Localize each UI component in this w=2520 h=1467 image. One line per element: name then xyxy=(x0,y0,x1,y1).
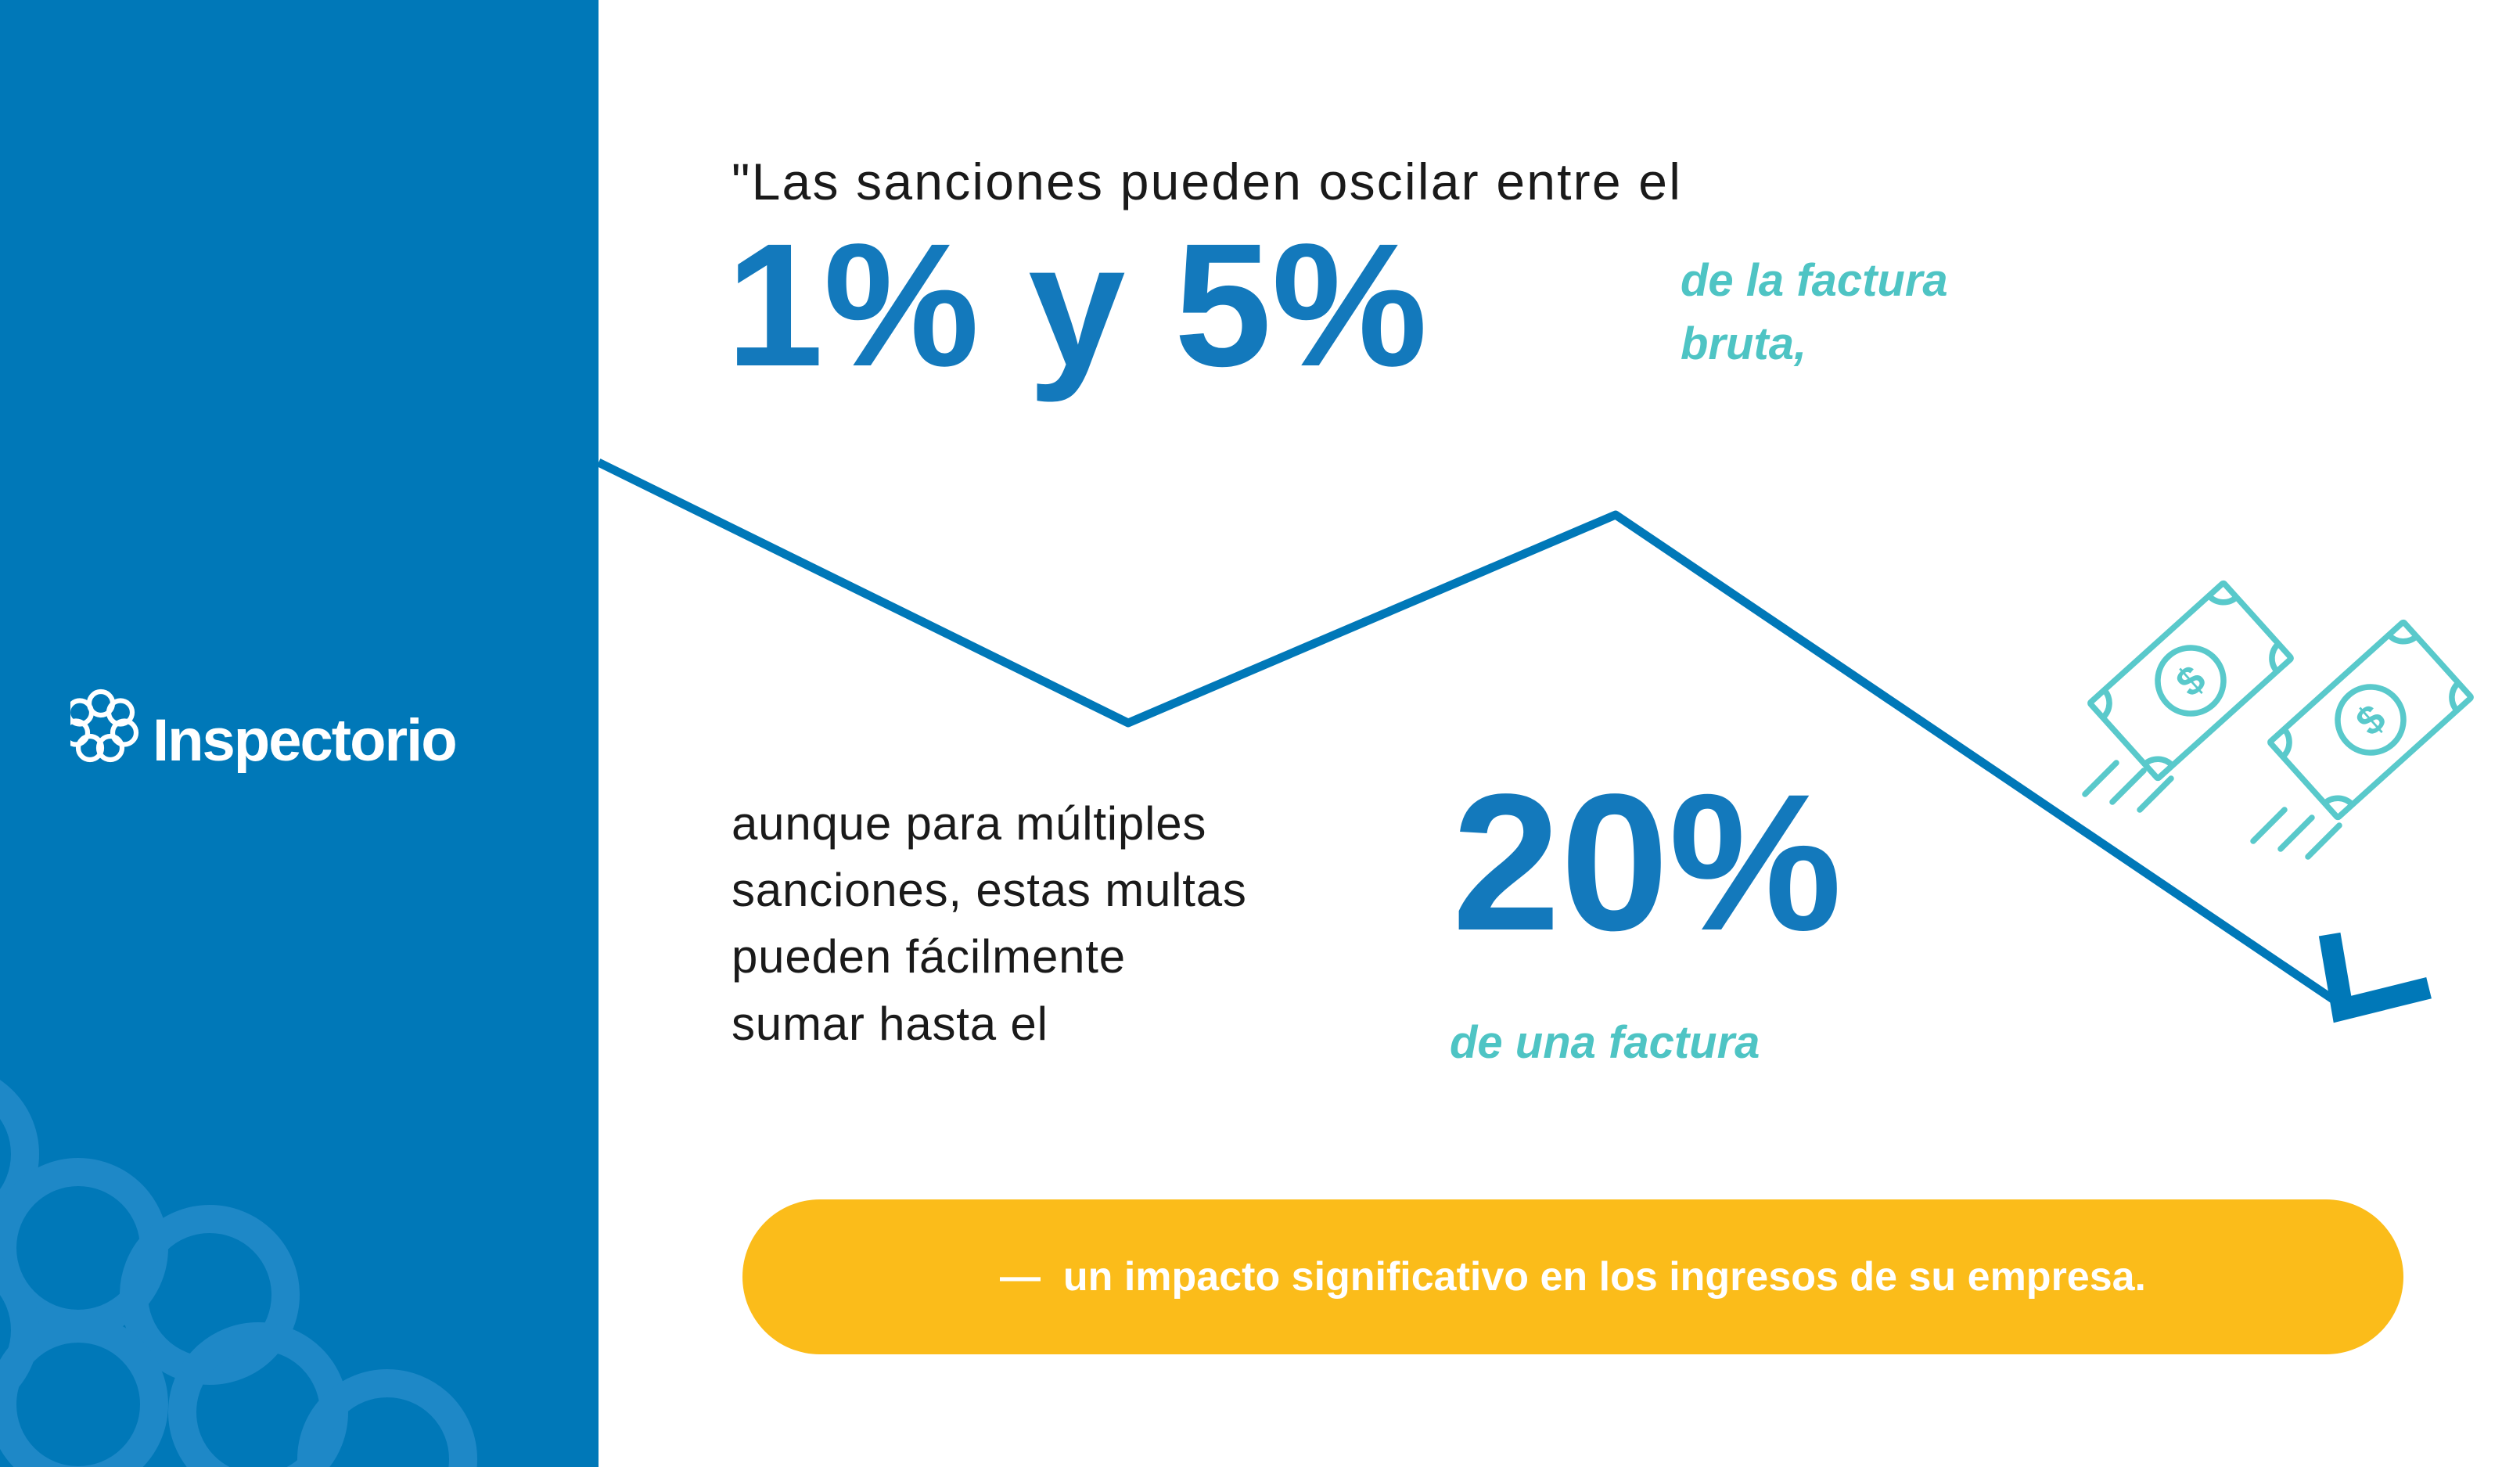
svg-text:Inspectorio: Inspectorio xyxy=(153,707,456,774)
